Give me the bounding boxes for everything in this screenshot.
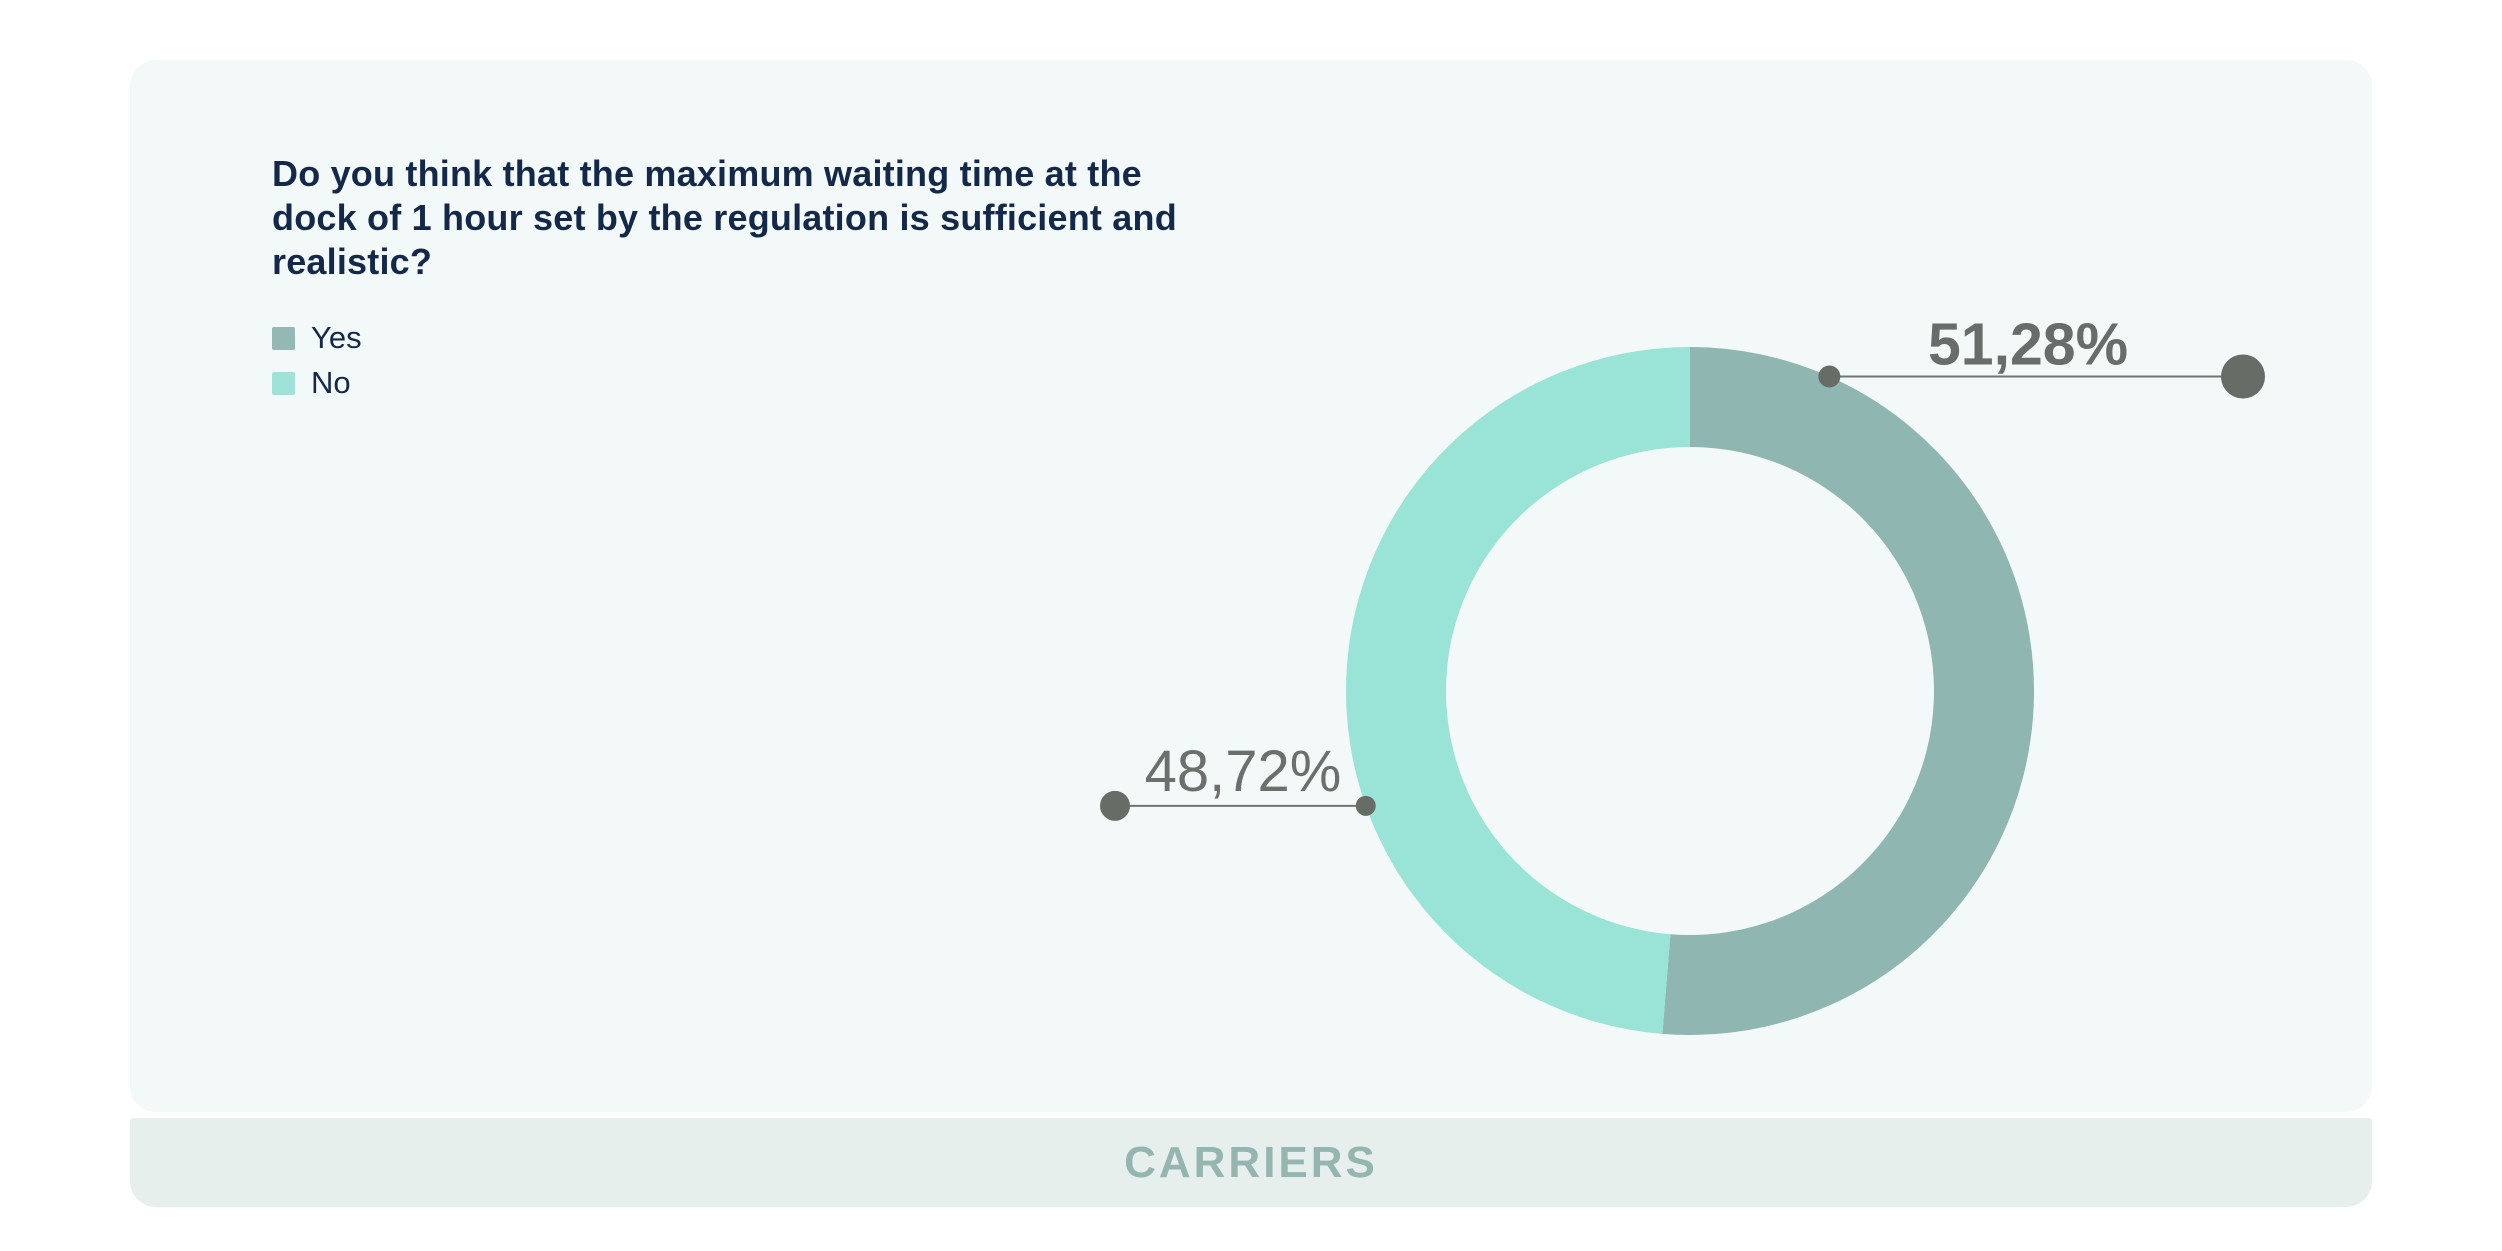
- legend-swatch-yes-icon: [272, 326, 295, 350]
- footer-band: CARRIERS: [130, 1118, 2372, 1207]
- legend-label-no: No: [311, 365, 351, 400]
- legend-label-yes: Yes: [311, 320, 362, 355]
- question-title: Do you think that the maximum waiting ti…: [272, 153, 1177, 282]
- survey-card: Do you think that the maximum waiting ti…: [130, 60, 2372, 1112]
- legend-item-yes: Yes: [272, 322, 362, 354]
- legend-item-no: No: [272, 367, 362, 399]
- legend: Yes No: [272, 322, 362, 412]
- footer-label: CARRIERS: [1124, 1137, 1378, 1187]
- legend-swatch-no-icon: [272, 371, 295, 395]
